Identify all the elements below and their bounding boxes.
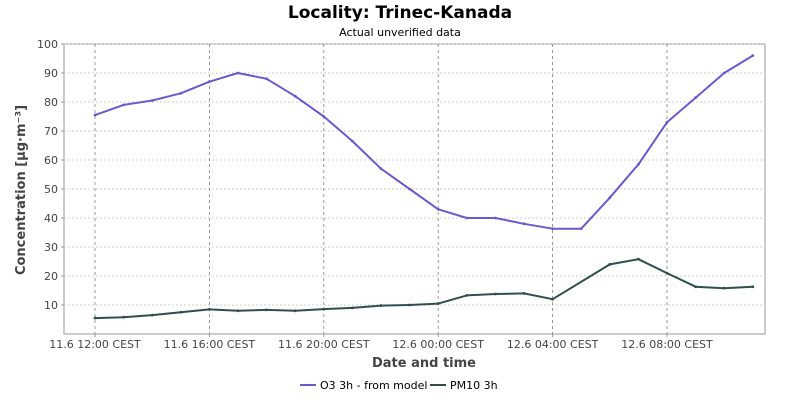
- data-point: [265, 77, 268, 81]
- y-tick-label: 60: [44, 154, 58, 167]
- y-tick-label: 100: [37, 38, 58, 51]
- x-tick-label: 11.6 20:00 CEST: [278, 338, 370, 351]
- x-tick-label: 12.6 00:00 CEST: [392, 338, 484, 351]
- data-point: [436, 302, 440, 305]
- data-point: [322, 307, 326, 311]
- legend-label-0: O3 3h - from model: [320, 379, 427, 392]
- data-point: [236, 71, 240, 75]
- chart-title: Locality: Trinec-Kanada: [288, 3, 512, 23]
- y-tick-label: 70: [44, 125, 58, 138]
- data-point: [293, 94, 297, 98]
- grid: [64, 43, 765, 334]
- data-point: [694, 285, 697, 289]
- data-point: [93, 113, 97, 117]
- data-point: [465, 216, 469, 220]
- x-tick-label: 11.6 16:00 CEST: [164, 338, 256, 351]
- data-point: [150, 313, 154, 317]
- data-point: [608, 196, 612, 200]
- data-point: [408, 303, 411, 307]
- y-tick-label: 10: [44, 299, 58, 312]
- y-axis-label: Concentration [µg·m⁻³]: [14, 105, 29, 275]
- data-point: [608, 263, 612, 266]
- series: [93, 54, 755, 320]
- data-point: [436, 207, 440, 211]
- data-point: [665, 120, 669, 124]
- data-point: [379, 304, 383, 307]
- data-point: [351, 139, 354, 143]
- data-point: [579, 227, 583, 231]
- y-tick-label: 50: [44, 183, 58, 196]
- data-point: [694, 96, 697, 100]
- legend-label-1: PM10 3h: [450, 379, 498, 392]
- data-point: [722, 286, 726, 290]
- data-point: [722, 71, 726, 75]
- x-tick-label: 12.6 08:00 CEST: [621, 338, 713, 351]
- series-line-0: [94, 54, 754, 230]
- data-point: [751, 285, 755, 289]
- data-point: [293, 309, 297, 313]
- data-point: [379, 167, 383, 171]
- y-tick-label: 40: [44, 212, 58, 225]
- data-point: [637, 257, 640, 261]
- legend: O3 3h - from model PM10 3h: [300, 379, 498, 392]
- data-point: [637, 162, 640, 166]
- data-point: [551, 227, 554, 231]
- data-point: [322, 115, 326, 118]
- data-point: [208, 307, 211, 311]
- x-axis-ticks: 11.6 12:00 CEST 11.6 16:00 CEST 11.6 20:00…: [49, 334, 713, 351]
- y-tick-label: 80: [44, 96, 58, 109]
- data-point: [522, 222, 526, 226]
- y-axis-ticks: 10 20 30 40 50 60 70 80 90 100: [37, 38, 64, 312]
- data-point: [751, 54, 755, 57]
- data-point: [179, 91, 183, 95]
- data-point: [208, 80, 211, 84]
- y-tick-label: 20: [44, 270, 58, 283]
- data-point: [494, 292, 497, 296]
- data-point: [122, 315, 125, 319]
- data-point: [351, 306, 354, 310]
- data-point: [494, 216, 497, 220]
- x-tick-label: 12.6 04:00 CEST: [507, 338, 599, 351]
- data-point: [665, 271, 669, 275]
- data-point: [465, 294, 469, 297]
- data-point: [408, 187, 411, 191]
- x-axis-label: Date and time: [372, 356, 476, 371]
- data-point: [236, 309, 240, 313]
- data-point: [179, 310, 183, 314]
- data-point: [150, 99, 154, 102]
- x-tick-label: 11.6 12:00 CEST: [49, 338, 141, 351]
- data-point: [551, 297, 554, 301]
- data-point: [122, 103, 125, 107]
- data-point: [93, 316, 97, 320]
- y-tick-label: 30: [44, 241, 58, 254]
- data-point: [522, 292, 526, 295]
- chart-subtitle: Actual unverified data: [339, 26, 461, 39]
- data-point: [265, 308, 268, 312]
- y-tick-label: 90: [44, 67, 58, 80]
